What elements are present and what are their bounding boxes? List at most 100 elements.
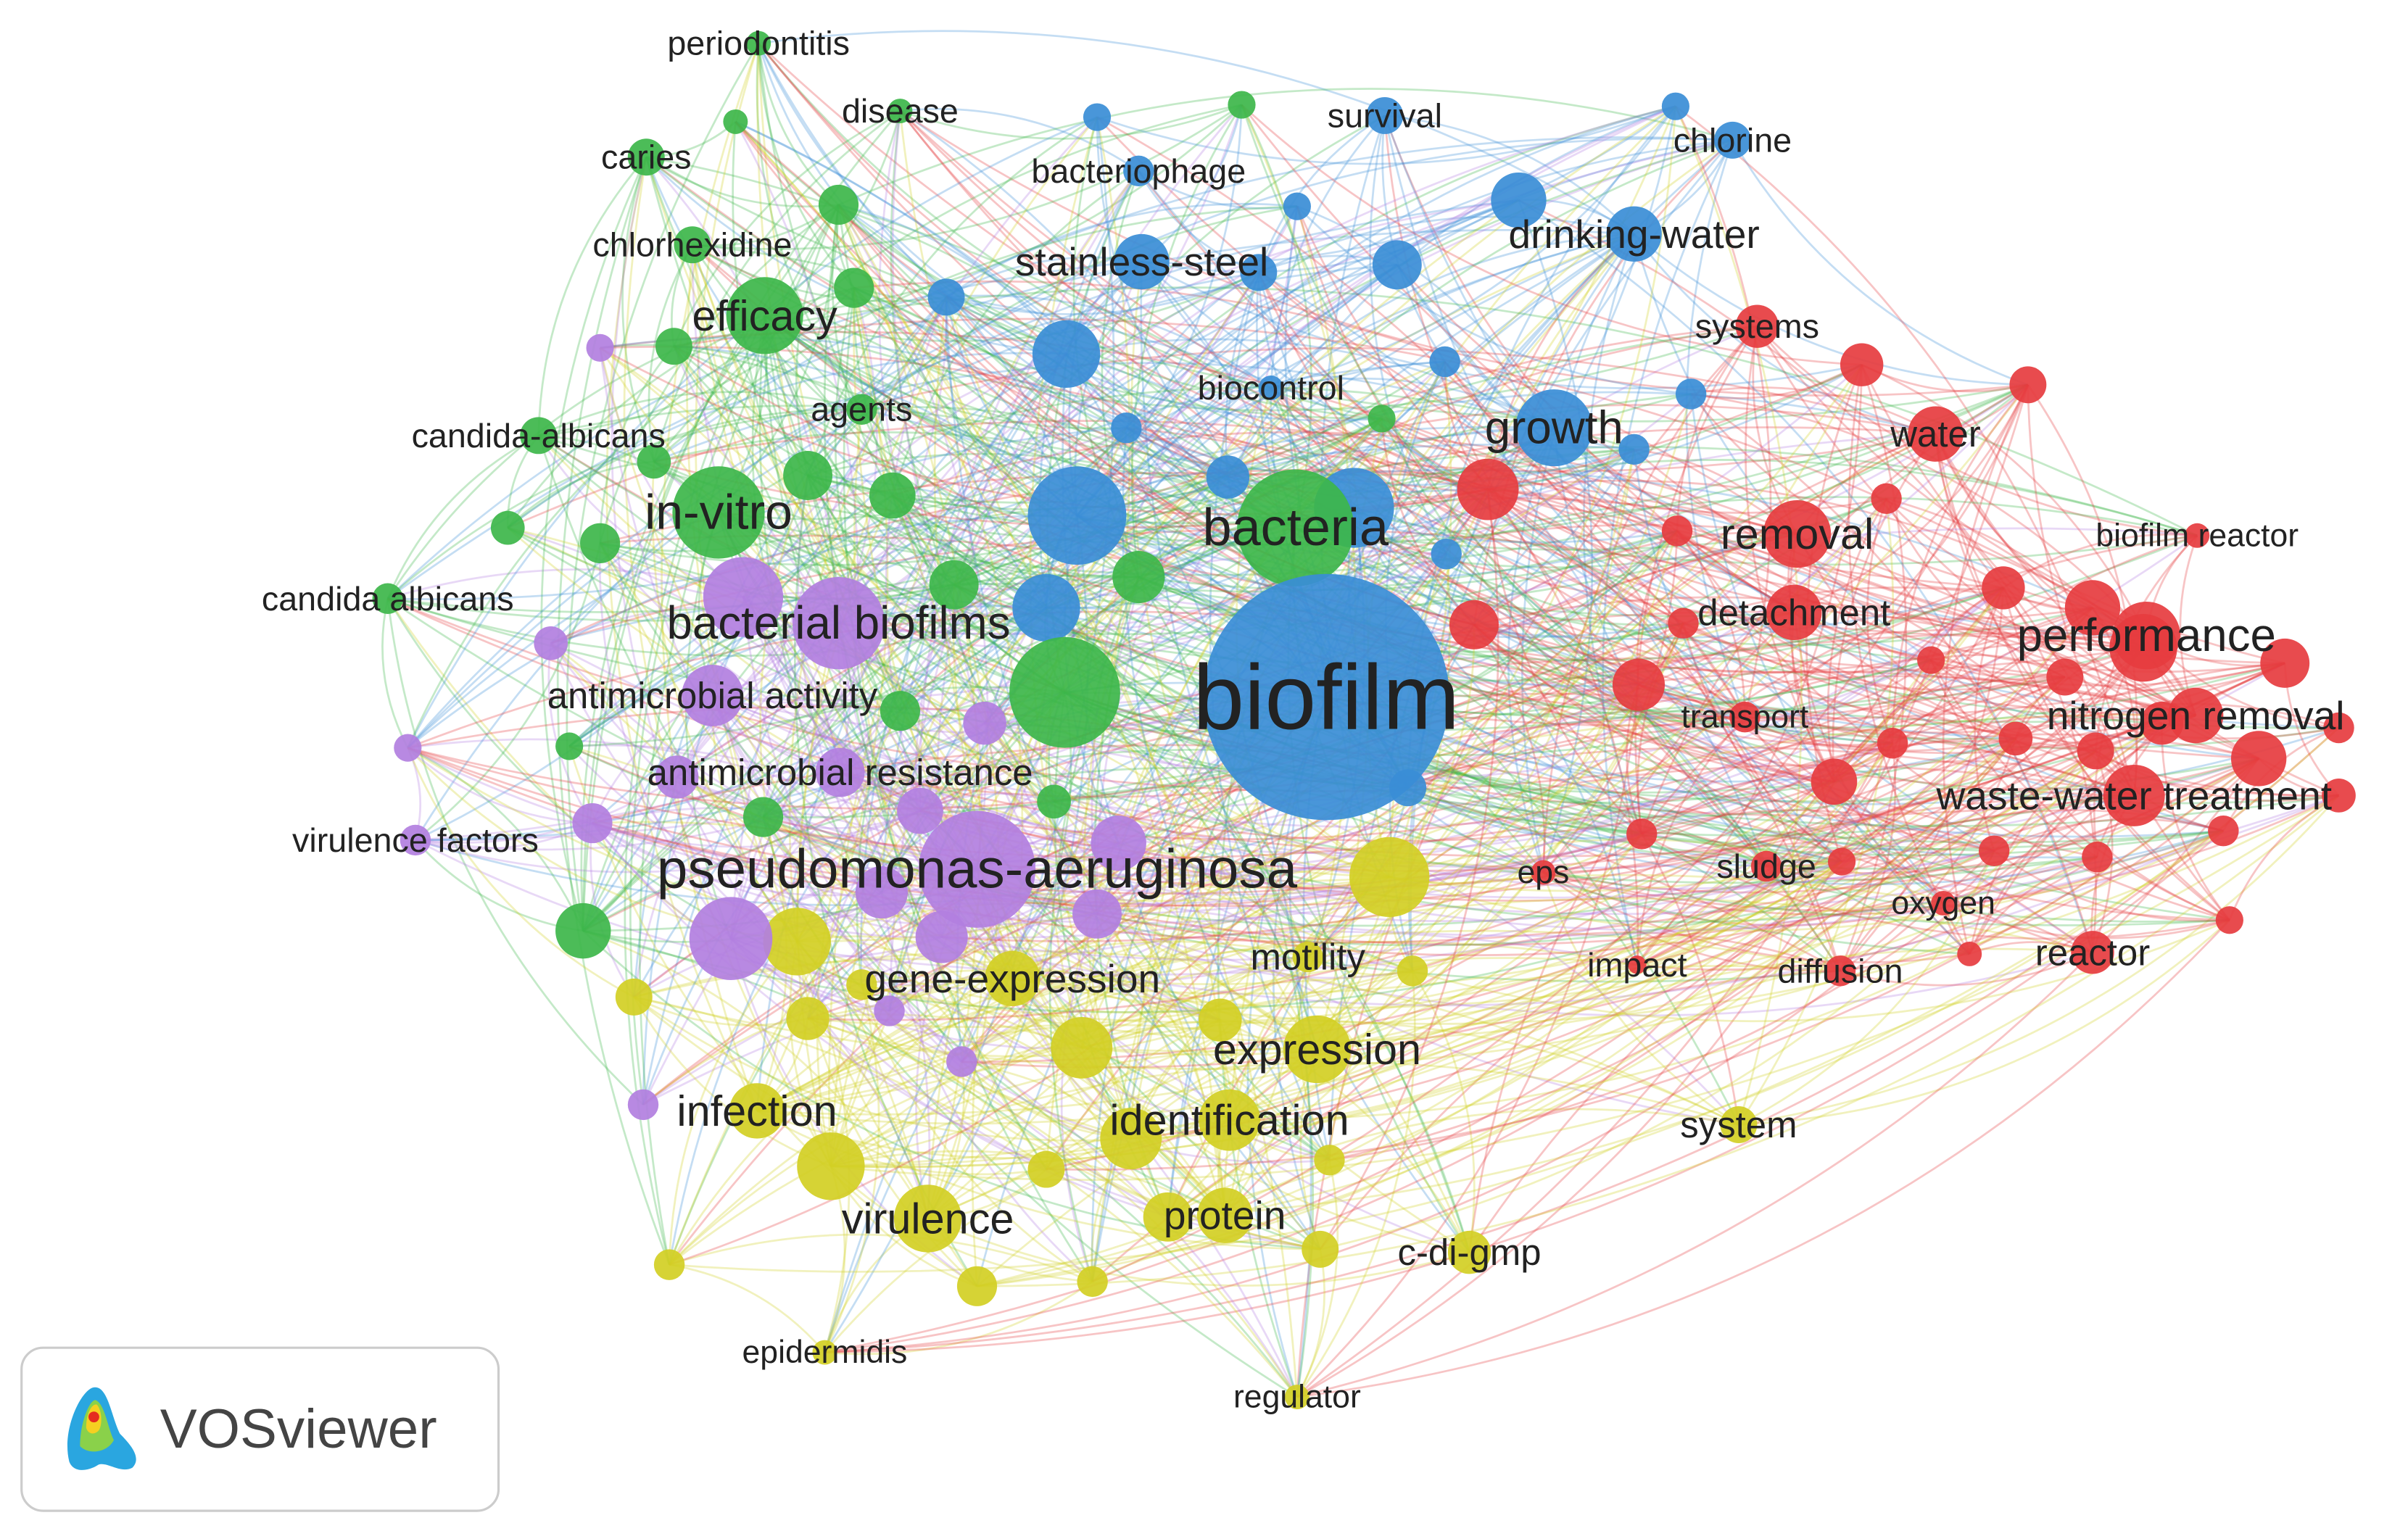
edge — [556, 157, 671, 1266]
edge — [756, 287, 889, 1112]
edge — [829, 1165, 1093, 1283]
edge — [1141, 199, 1520, 273]
edge — [880, 233, 1635, 893]
node-label: drinking-water — [1508, 212, 1759, 257]
node-label: infection — [677, 1087, 837, 1135]
edge — [927, 387, 1272, 1219]
edge — [1066, 353, 1768, 867]
edge — [1096, 325, 1758, 915]
edge — [1096, 117, 1229, 478]
edge — [1641, 586, 2004, 835]
edge — [599, 542, 1221, 1021]
node — [1531, 860, 1556, 885]
edge — [1690, 393, 2004, 589]
edge — [1861, 363, 2029, 393]
edge — [1832, 433, 1937, 782]
logo-text: VOSviewer — [160, 1398, 437, 1460]
nodes — [372, 30, 2356, 1410]
node — [1618, 433, 1650, 465]
edge — [677, 776, 1642, 896]
edge — [386, 408, 862, 599]
edge — [507, 526, 2098, 884]
edge — [691, 244, 1639, 686]
edge — [1396, 264, 2224, 832]
edge — [1228, 470, 1795, 614]
node — [1027, 466, 1127, 565]
edge — [839, 772, 1132, 1140]
edge — [633, 996, 832, 1168]
edge — [984, 722, 1470, 1253]
node — [1982, 566, 2025, 610]
edge — [756, 43, 863, 410]
node — [888, 99, 913, 124]
edge — [946, 202, 1298, 298]
edge — [1296, 206, 1639, 686]
edge — [758, 42, 2098, 858]
edge — [824, 984, 880, 1353]
edge — [927, 1217, 1470, 1287]
edge — [599, 345, 675, 544]
edge — [653, 205, 1297, 462]
edge — [1329, 738, 2016, 1161]
edge — [592, 662, 2285, 908]
edge — [900, 108, 1140, 172]
node — [1372, 240, 1422, 290]
node-label: gene-expression — [864, 956, 1160, 1001]
edge — [1389, 838, 1944, 905]
node-label: system — [1680, 1104, 1797, 1145]
node-label: candida-albicans — [412, 417, 666, 455]
node — [1429, 346, 1460, 378]
edge — [764, 315, 1055, 802]
edge — [2002, 587, 2230, 921]
edge — [793, 475, 978, 1287]
edge — [830, 713, 2196, 1167]
edge — [1637, 647, 2145, 966]
edge — [837, 623, 1014, 979]
edge — [592, 822, 882, 897]
edge — [1636, 365, 1863, 966]
node-label: eps — [1517, 855, 1569, 890]
edge — [550, 642, 929, 1219]
edge — [1833, 586, 2004, 782]
node — [2215, 906, 2243, 934]
node-label: chlorhexidine — [592, 226, 792, 264]
edge — [946, 296, 1746, 718]
edge — [1633, 233, 1936, 436]
node — [726, 277, 803, 354]
edge — [1241, 104, 2259, 760]
edge — [953, 584, 2004, 682]
node-label: protein — [1164, 1193, 1286, 1238]
edge — [387, 264, 1398, 600]
edge — [1328, 970, 1414, 1161]
node — [1143, 1192, 1193, 1242]
edge — [1833, 607, 2093, 783]
node — [555, 732, 584, 760]
node-label: bacteria — [1202, 499, 1389, 557]
edge — [1841, 662, 2285, 863]
edge — [830, 737, 2016, 1168]
edge — [756, 897, 2093, 1112]
edge — [1223, 956, 1309, 1216]
edge — [1885, 497, 2093, 609]
edge — [1796, 534, 2016, 740]
edge — [984, 659, 1932, 781]
edge — [1839, 364, 1908, 971]
edge — [691, 244, 1132, 1140]
edge — [856, 584, 955, 985]
node — [2185, 523, 2210, 548]
edge — [807, 742, 1893, 1029]
edge — [1229, 758, 2260, 1121]
node — [1661, 515, 1693, 547]
edge — [634, 996, 1298, 1398]
edge — [730, 937, 1299, 1398]
edge — [977, 860, 1843, 1287]
edge — [1381, 418, 1932, 662]
edge — [946, 294, 1272, 389]
edge — [718, 427, 1128, 520]
edge — [1542, 871, 1970, 963]
edge — [830, 957, 1637, 1167]
edge — [599, 347, 963, 1063]
edge — [756, 530, 1679, 1112]
edge — [1130, 261, 1318, 1050]
